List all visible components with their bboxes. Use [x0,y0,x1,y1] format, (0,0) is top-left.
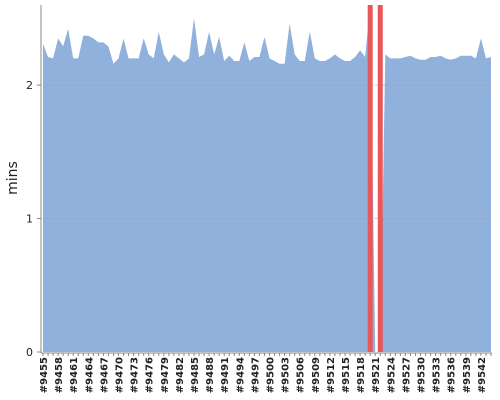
x-tick-label: #9488 [205,357,216,393]
x-tick-label: #9485 [190,357,201,393]
x-tick-label: #9464 [84,357,95,393]
x-tick-label: #9497 [250,357,261,393]
x-tick-label: #9509 [311,357,322,393]
y-tick-label: 1 [26,213,33,226]
x-tick-label: #9527 [401,357,412,393]
x-tick-label: #9503 [281,357,292,393]
x-tick-label: #9536 [447,357,458,393]
x-tick-label: #9542 [477,357,488,393]
y-tick-label: 0 [26,346,33,359]
x-tick-label: #9512 [326,357,337,393]
x-tick-label: #9524 [386,357,397,393]
x-tick-label: #9515 [341,357,352,393]
x-tick-label: #9476 [145,357,156,393]
x-tick-label: #9521 [371,357,382,393]
x-tick-label: #9479 [160,357,171,393]
x-tick-label: #9500 [266,357,277,393]
x-tick-label: #9518 [356,357,367,393]
y-axis-label: mins [5,161,21,195]
x-tick-label: #9458 [54,357,65,393]
highlight-bar [367,5,373,352]
x-tick-label: #9491 [220,357,231,393]
x-tick-label: #9494 [235,357,246,393]
x-tick-label: #9533 [432,357,443,393]
x-tick-label: #9470 [115,357,126,393]
x-tick-label: #9455 [39,357,50,393]
x-tick-label: #9530 [417,357,428,393]
area [43,5,491,352]
x-tick-label: #9482 [175,357,186,393]
highlight-bar [377,5,383,352]
x-tick-label: #9506 [296,357,307,393]
x-tick-label: #9539 [462,357,473,393]
x-tick-label: #9461 [69,357,80,393]
x-tick-label: #9467 [99,357,110,393]
x-tick-label: #9473 [130,357,141,393]
y-tick-label: 2 [26,79,33,92]
